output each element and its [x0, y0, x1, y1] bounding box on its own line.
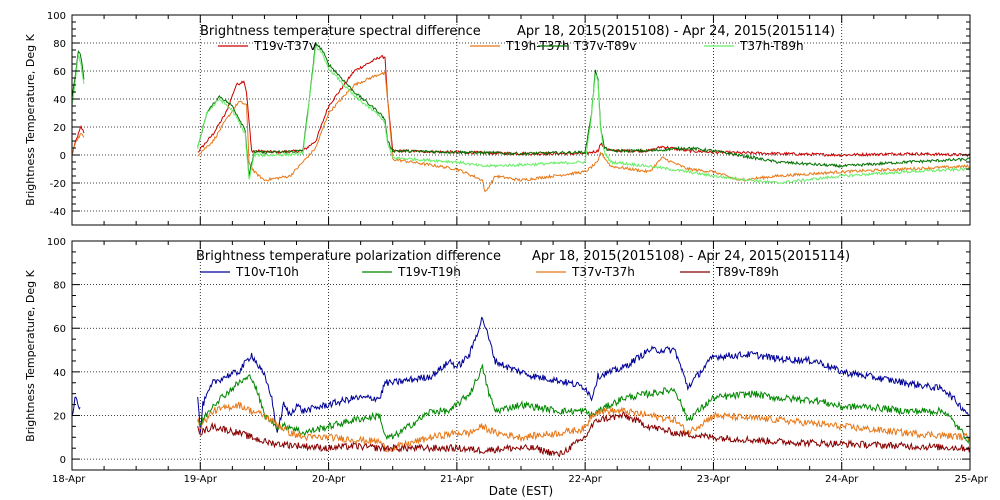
polarization-y-tick-label: 40 — [53, 368, 66, 379]
spectral-series-t19h-t37h — [71, 71, 971, 193]
spectral-y-tick-label: 80 — [53, 39, 66, 50]
polarization-series-t10v-t10h — [71, 316, 971, 433]
spectral-y-tick-label: 60 — [53, 67, 66, 78]
x-tick-label: 18-Apr — [52, 474, 86, 485]
polarization-date-range: Apr 18, 2015(2015108) - Apr 24, 2015(201… — [532, 249, 850, 264]
polarization-y-tick-label: 100 — [47, 237, 66, 248]
spectral-y-tick-label: 0 — [60, 151, 66, 162]
polarization-ticks: 0 20 40 60 80 100 — [47, 237, 971, 470]
spectral-date-range: Apr 18, 2015(2015108) - Apr 24, 2015(201… — [517, 24, 835, 39]
x-tick-label: 24-Apr — [825, 474, 859, 485]
polarization-series-t89v-t89h — [197, 411, 971, 458]
spectral-y-tick-label: -40 — [50, 207, 66, 218]
spectral-y-tick-label: 20 — [53, 123, 66, 134]
x-tick-label: 25-Apr — [955, 474, 989, 485]
spectral-difference-panel: -40 -20 0 20 40 60 80 100 Brightness temperatur… — [24, 11, 971, 226]
spectral-grid — [72, 15, 970, 225]
spectral-y-tick-label: -20 — [50, 179, 66, 190]
polarization-legend-label: T37v-T37h — [571, 265, 635, 279]
polarization-difference-panel: 0 20 40 60 80 100 Brightness temperature pola… — [24, 237, 989, 498]
polarization-legend-label: T10v-T10h — [235, 265, 299, 279]
polarization-y-tick-label: 0 — [60, 455, 66, 466]
polarization-series-t19v-t19h — [197, 364, 971, 444]
spectral-title: Brightness temperature spectral differen… — [200, 24, 481, 39]
polarization-series-t37v-t37h — [197, 401, 971, 453]
spectral-legend-label: T37h-T89h — [739, 39, 804, 53]
spectral-series-t37v-t89v — [71, 41, 971, 177]
polarization-title: Brightness temperature polarization diff… — [196, 249, 501, 264]
spectral-y-axis-label: Brightness Temperature, Deg K — [24, 33, 37, 205]
polarization-legend-label: T19v-T19h — [397, 265, 461, 279]
polarization-y-tick-label: 80 — [53, 281, 66, 292]
x-tick-label: 22-Apr — [568, 474, 602, 485]
spectral-ticks: -40 -20 0 20 40 60 80 100 — [47, 11, 971, 225]
x-tick-label: 23-Apr — [697, 474, 731, 485]
x-tick-label: 21-Apr — [440, 474, 474, 485]
polarization-x-tick-labels: 18-Apr 19-Apr 20-Apr 21-Apr 22-Apr 23-Apr 24-A… — [52, 474, 989, 485]
spectral-y-tick-label: 40 — [53, 95, 66, 106]
spectral-legend: T19v-T37v T19h-T37h T37v-T89v T37h-T89h — [218, 39, 804, 53]
spectral-legend-label: T19h-T37h — [505, 39, 570, 53]
x-axis-label: Date (EST) — [489, 484, 553, 498]
spectral-legend-label: T37v-T89v — [573, 39, 636, 53]
polarization-y-axis-label: Brightness Temperature, Deg K — [24, 269, 37, 441]
polarization-legend-label: T89v-T89h — [715, 265, 779, 279]
x-tick-label: 20-Apr — [312, 474, 346, 485]
spectral-legend-label: T19v-T37v — [253, 39, 316, 53]
x-tick-label: 19-Apr — [184, 474, 218, 485]
polarization-series-group — [71, 316, 971, 458]
polarization-legend: T10v-T10h T19v-T19h T37v-T37h T89v-T89h — [200, 265, 779, 279]
polarization-y-tick-label: 60 — [53, 324, 66, 335]
polarization-y-tick-label: 20 — [53, 411, 66, 422]
spectral-y-tick-label: 100 — [47, 11, 66, 22]
polarization-grid — [72, 241, 970, 470]
